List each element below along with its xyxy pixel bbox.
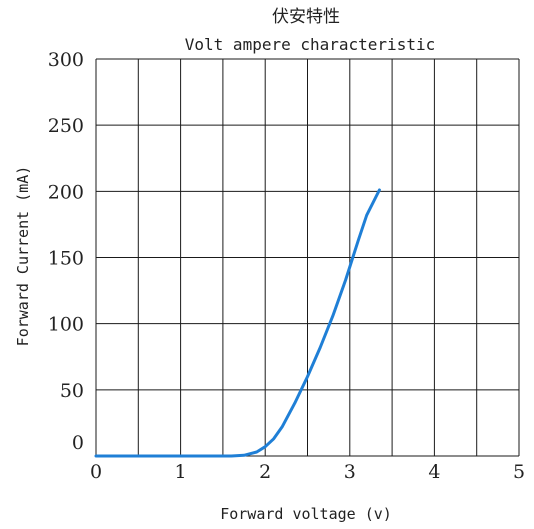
x-tick-label: 1 bbox=[175, 461, 187, 483]
x-tick-label: 4 bbox=[428, 461, 440, 483]
x-tick-label: 0 bbox=[90, 461, 102, 483]
y-tick-label: 0 bbox=[72, 432, 84, 454]
y-tick-label: 250 bbox=[48, 115, 84, 137]
chart-subtitle: Volt ampere characteristic bbox=[185, 35, 435, 54]
y-tick-label: 100 bbox=[48, 314, 84, 336]
x-tick-label: 3 bbox=[344, 461, 356, 483]
y-tick-label: 300 bbox=[48, 49, 84, 71]
x-axis-label: Forward voltage (v) bbox=[220, 505, 392, 523]
y-tick-label: 50 bbox=[60, 380, 84, 402]
series-line bbox=[94, 188, 381, 458]
x-tick-label: 2 bbox=[259, 461, 271, 483]
chart-title: 伏安特性 bbox=[272, 7, 340, 27]
y-tick-label: 200 bbox=[48, 181, 84, 203]
x-tick-label: 5 bbox=[513, 461, 525, 483]
y-tick-label: 150 bbox=[48, 248, 84, 270]
y-axis-label: Forward Current (mA) bbox=[14, 166, 32, 347]
